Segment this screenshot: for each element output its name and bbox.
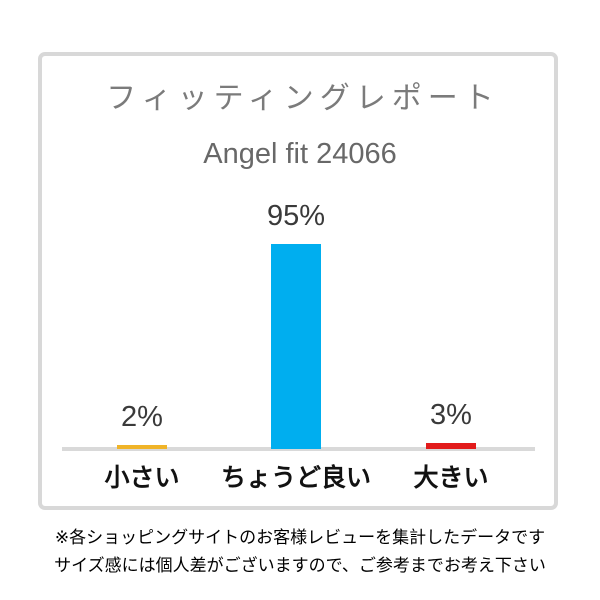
bar xyxy=(426,443,476,449)
report-title: フィッティングレポート xyxy=(106,82,500,115)
bar-category-label: 大きい xyxy=(413,464,489,492)
footnote-line-1: ※各ショッピングサイトのお客様レビューを集計したデータです xyxy=(54,528,546,547)
product-name: Angel fit 24066 xyxy=(203,138,397,170)
chart-baseline xyxy=(62,447,535,451)
footnote-line-2: サイズ感には個人差がございますので、ご参考までお考え下さい xyxy=(54,556,546,575)
bar-category-label: ちょうど良い xyxy=(220,464,371,492)
bar-value-label: 95% xyxy=(266,200,326,232)
bar-category-label: 小さい xyxy=(104,464,180,492)
bar-column: 2% xyxy=(82,403,202,449)
bar-column: 95% xyxy=(236,202,356,449)
bar-column: 3% xyxy=(391,401,511,449)
footnote: ※各ショッピングサイトのお客様レビューを集計したデータです サイズ感には個人差が… xyxy=(0,524,600,580)
bar xyxy=(271,244,321,449)
bar xyxy=(117,445,167,449)
bar-value-label: 3% xyxy=(430,399,472,431)
bar-value-label: 2% xyxy=(121,401,163,433)
